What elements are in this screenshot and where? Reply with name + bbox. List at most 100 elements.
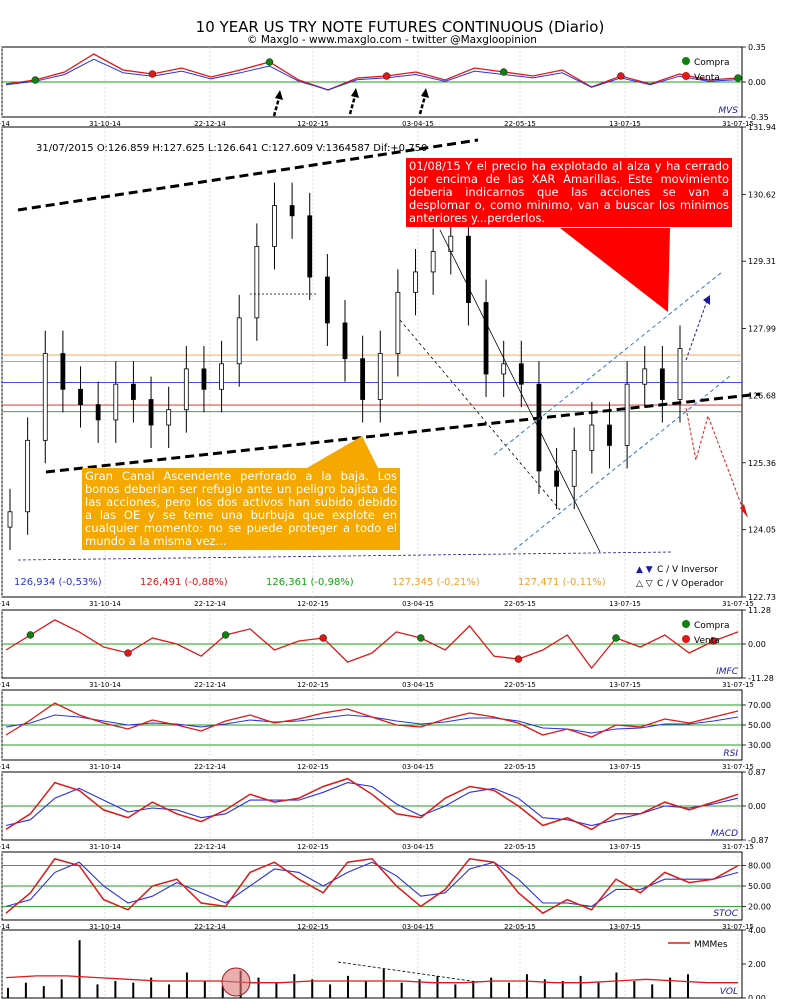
- imfc-legend-dot: [682, 635, 690, 643]
- price-candle-body: [201, 368, 207, 390]
- price-candle-body: [571, 450, 577, 487]
- mvs-arrow: [418, 95, 427, 115]
- price-candle-body: [307, 215, 313, 278]
- price-candle-body: [324, 276, 330, 324]
- vol-trend-line: [337, 961, 479, 983]
- imfc-signal-dot: [612, 634, 620, 642]
- imfc-signal-dot: [417, 634, 425, 642]
- macd-panel: 9-14 31-10-14 22-12-14 12-02-15 03-04-15 22-0…: [0, 768, 769, 851]
- rsi-x-tick: 9-14: [0, 763, 10, 771]
- vol-legend-label: MMMes: [694, 940, 728, 950]
- mvs-legend-label: Compra: [694, 58, 730, 68]
- price-y-tick: 127.99: [748, 325, 776, 334]
- imfc-label: IMFC: [716, 667, 739, 677]
- price-candle-body: [113, 383, 119, 421]
- price-candle-body: [166, 409, 172, 426]
- mvs-arrow-head: [351, 88, 359, 98]
- vol-highlight-circle: [221, 967, 251, 997]
- vol-y-tick: 0.00: [748, 994, 766, 999]
- up-channel-lower: [513, 375, 731, 551]
- price-candle-body: [554, 470, 559, 487]
- projection-down-head: [740, 504, 748, 518]
- mvs-x-tick: 13-07-15: [609, 120, 641, 128]
- vol-mmmes-line: [5, 975, 738, 984]
- mvs-y-tick: -0.35: [748, 113, 769, 122]
- price-candle-body: [25, 439, 31, 513]
- imfc-legend-dot: [682, 620, 690, 628]
- chart-title: 10 YEAR US TRY NOTE FUTURES CONTINUOUS (…: [196, 18, 605, 36]
- imfc-signal-dot: [514, 655, 523, 663]
- vol-frame: [1, 929, 743, 999]
- vol-y-tick: 4.00: [748, 926, 766, 935]
- level-label: 127,471 (-0,11%): [518, 577, 606, 588]
- mvs-y-tick: 0.00: [748, 78, 766, 87]
- price-x-tick: 31-10-14: [89, 600, 121, 608]
- imfc-x-tick: 22-05-15: [504, 681, 536, 689]
- imfc-y-tick: 11.28: [748, 606, 771, 615]
- rsi-y-tick: 70.00: [748, 701, 771, 710]
- imfc-y-tick: -11.28: [748, 674, 774, 683]
- price-candle-body: [607, 424, 612, 446]
- price-candle-body: [377, 353, 383, 400]
- projection-up-head: [703, 295, 710, 305]
- price-x-tick: 22-12-14: [194, 600, 226, 608]
- price-candle-body: [466, 235, 471, 303]
- macd-label: MACD: [711, 829, 738, 839]
- price-candle-body: [430, 251, 436, 273]
- mvs-x-tick: 31-10-14: [89, 120, 121, 128]
- annotation-red-pointer: [560, 228, 670, 312]
- stoc-label: STOC: [713, 909, 738, 919]
- imfc-panel: 9-14 31-10-14 22-12-14 12-02-15 03-04-15 22-0…: [0, 606, 774, 689]
- mvs-signal-dot: [500, 68, 508, 76]
- imfc-x-tick: 9-14: [0, 681, 10, 689]
- mvs-legend-label: Venta: [694, 73, 720, 83]
- legend-operador: C / V Operador: [657, 579, 724, 589]
- price-candle-body: [236, 317, 242, 365]
- mvs-signal-dot: [265, 58, 274, 66]
- stoc-x-tick: 31-07-15: [722, 923, 754, 931]
- imfc-x-tick: 13-07-15: [609, 681, 641, 689]
- price-candle-body: [78, 388, 83, 406]
- rsi-line: [5, 702, 739, 738]
- price-candle-body: [131, 383, 136, 400]
- price-y-tick: 129.31: [748, 257, 776, 266]
- price-candle-body: [60, 353, 66, 390]
- rsi-x-tick: 13-07-15: [609, 763, 641, 771]
- price-x-tick: 03-04-15: [402, 600, 434, 608]
- rsi-y-tick: 50.00: [748, 721, 771, 730]
- rsi-x-tick: 03-04-15: [402, 763, 434, 771]
- level-label: 126,934 (-0,53%): [14, 577, 102, 588]
- projection-down: [685, 407, 745, 513]
- macd-x-tick: 31-07-15: [722, 843, 754, 851]
- price-candle-body: [624, 383, 630, 446]
- price-y-tick: 130.62: [748, 190, 776, 199]
- mvs-x-tick: 22-05-15: [504, 120, 536, 128]
- price-candle-body: [483, 302, 489, 375]
- level-label: 126,491 (-0,88%): [140, 577, 228, 588]
- mvs-label: MVS: [718, 106, 738, 116]
- annotation-red: 01/08/15 Y el precio ha explotado al alz…: [406, 158, 732, 227]
- price-x-tick: 22-05-15: [504, 600, 536, 608]
- price-candle-body: [289, 205, 295, 217]
- down-channel-upper: [439, 229, 601, 553]
- stoc-y-tick: 80.00: [748, 862, 771, 871]
- price-candle-body: [219, 363, 224, 390]
- rsi-label: RSI: [723, 749, 738, 759]
- macd-x-tick: 9-14: [0, 843, 10, 851]
- price-x-tick: 31-07-15: [722, 600, 754, 608]
- price-candle-body: [677, 348, 683, 400]
- price-x-tick: 13-07-15: [609, 600, 641, 608]
- macd-x-tick: 03-04-15: [402, 843, 434, 851]
- macd-y-tick: 0.87: [748, 768, 766, 777]
- mvs-signal-dot: [382, 72, 391, 80]
- imfc-signal-dot: [709, 637, 718, 645]
- level-label: 127,345 (-0,21%): [392, 577, 480, 588]
- imfc-x-tick: 31-10-14: [89, 681, 121, 689]
- mvs-panel: 9-14 31-10-14 22-12-14 12-02-15 03-04-15 22-0…: [0, 43, 769, 128]
- stoc-x-tick: 31-10-14: [89, 923, 121, 931]
- price-candle-body: [95, 404, 101, 421]
- macd-x-tick: 13-07-15: [609, 843, 641, 851]
- imfc-x-tick: 31-07-15: [722, 681, 754, 689]
- price-y-tick: 131.94: [748, 123, 776, 132]
- price-y-tick: 122.73: [748, 593, 776, 602]
